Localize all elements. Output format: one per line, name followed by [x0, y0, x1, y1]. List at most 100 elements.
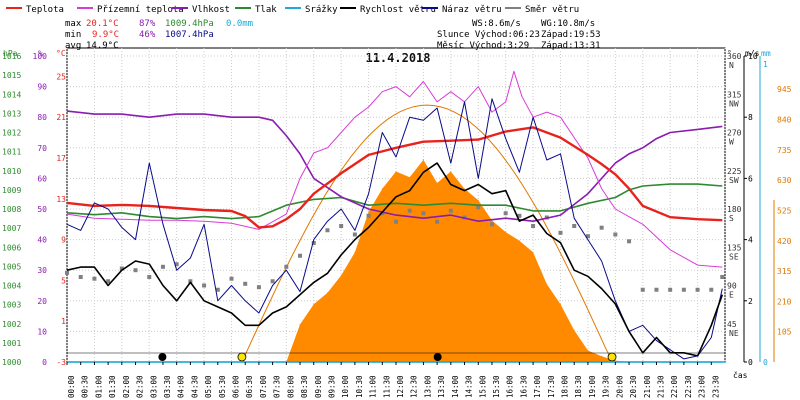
- wind-direction-point: [558, 230, 563, 235]
- hpa-tick-label: 1014: [2, 90, 21, 99]
- wind-direction-point: [695, 287, 700, 292]
- wind-direction-point: [325, 228, 330, 233]
- x-tick-label: 03:00: [149, 375, 158, 398]
- wind-direction-point: [339, 224, 344, 228]
- x-tick-label: 12:30: [410, 375, 419, 398]
- wind-direction-point: [243, 281, 248, 286]
- wind-direction-point: [572, 224, 577, 228]
- x-tick-label: 08:30: [300, 375, 309, 398]
- stat-wg: WG:10.8m/s: [541, 19, 595, 29]
- x-tick-label: 20:30: [629, 375, 638, 398]
- deg-tick-dir: S: [729, 214, 734, 223]
- hpa-tick-label: 1008: [2, 205, 21, 214]
- x-tick-label: 23:30: [711, 375, 720, 398]
- wind-direction-point: [270, 279, 275, 284]
- wind-direction-point: [407, 208, 412, 213]
- pct-tick-label: 100: [33, 52, 48, 61]
- hpa-tick-label: 1011: [2, 148, 21, 157]
- hpa-tick-label: 1001: [2, 339, 21, 348]
- x-tick-label: 12:00: [396, 375, 405, 398]
- pct-tick-label: 90: [37, 83, 47, 92]
- legend-label: Srážky: [305, 5, 338, 15]
- stat-max-label: max: [65, 19, 82, 29]
- x-tick-label: 03:30: [163, 375, 172, 398]
- legend-label: Tlak: [255, 5, 277, 15]
- mm-tick-label: 1: [763, 60, 768, 69]
- temperature-line: [66, 126, 723, 229]
- wind-direction-point: [476, 205, 481, 210]
- wm2-tick-label: 315: [777, 267, 792, 276]
- pct-tick-label: 0: [42, 358, 47, 367]
- sunrise-marker: [237, 352, 247, 362]
- solar-point: [381, 188, 383, 190]
- stat-min-label: min: [65, 30, 81, 40]
- wind-direction-point: [92, 276, 97, 281]
- pressure-line: [66, 183, 723, 220]
- wind-direction-point: [489, 222, 494, 227]
- wind-direction-point: [147, 275, 152, 279]
- mm-axis-unit: mm: [761, 49, 771, 58]
- x-tick-label: 16:30: [519, 375, 528, 398]
- deg-tick-label: 45: [727, 320, 737, 329]
- stat-ws: WS:8.6m/s: [472, 19, 521, 29]
- x-tick-label: 09:30: [327, 375, 336, 398]
- stats-panel: max 20.1°C 87% 1009.4hPa 0.0mm min 9.9°C…: [65, 19, 601, 51]
- wind-direction-point: [627, 239, 632, 244]
- wind-speed-line: [66, 162, 724, 357]
- stat-avg-label: avg: [65, 41, 81, 51]
- wind-direction-point: [119, 266, 124, 271]
- deg-tick-label: 225: [727, 167, 742, 176]
- wm2-tick-label: 105: [777, 328, 792, 337]
- pct-tick-label: 10: [37, 327, 47, 336]
- x-tick-label: 06:30: [245, 375, 254, 398]
- chart-title: 11.4.2018: [365, 51, 430, 65]
- wm2-tick-label: 420: [777, 237, 792, 246]
- wm2-tick-label: 525: [777, 206, 792, 215]
- stat-max-temp: 20.1°C: [86, 19, 119, 29]
- stat-moon-set: Západ:13:31: [541, 41, 601, 51]
- solar-point: [560, 303, 561, 305]
- hpa-tick-label: 1005: [2, 262, 21, 271]
- deg-tick-label: 360: [727, 52, 742, 61]
- x-tick-label: 00:00: [67, 375, 76, 398]
- deg-tick-dir: NE: [729, 329, 739, 338]
- x-tick-label: 01:30: [108, 375, 117, 398]
- temp-tick-label: -3: [56, 358, 66, 367]
- x-tick-label: 10:00: [341, 375, 350, 398]
- x-tick-label: 14:30: [465, 375, 474, 398]
- x-tick-label: 02:00: [122, 375, 131, 398]
- solar-point: [518, 240, 520, 242]
- ms-tick-label: 6: [748, 174, 753, 183]
- hpa-tick-label: 1015: [2, 71, 21, 80]
- solar-point: [368, 211, 370, 213]
- wind-direction-point: [394, 219, 398, 224]
- wind-direction-point: [106, 279, 111, 284]
- x-tick-label: 11:00: [369, 375, 378, 398]
- wm2-tick-label: 210: [777, 297, 792, 306]
- hpa-axis-unit: hPa: [3, 49, 18, 58]
- deg-tick-dir: E: [729, 291, 734, 300]
- x-tick-label: 04:30: [190, 375, 199, 398]
- wind-direction-point: [65, 270, 69, 275]
- x-tick-label: 15:30: [492, 375, 501, 398]
- wind-direction-point: [435, 219, 440, 224]
- temp-tick-label: 17: [56, 154, 66, 163]
- solar-point: [436, 182, 438, 184]
- wm2-tick-label: 945: [777, 85, 792, 94]
- hpa-tick-label: 1003: [2, 301, 21, 310]
- legend-label: Teplota: [26, 5, 64, 15]
- wind-direction-point: [202, 283, 207, 288]
- deg-tick-label: 135: [727, 243, 742, 252]
- hpa-tick-label: 1000: [2, 358, 21, 367]
- wind-direction-point: [599, 225, 604, 230]
- hpa-tick-label: 1013: [2, 109, 21, 118]
- x-tick-label: 07:00: [259, 375, 268, 398]
- deg-tick-label: 90: [727, 282, 737, 291]
- pct-tick-label: 80: [37, 113, 47, 122]
- moonset-marker: [433, 353, 442, 361]
- legend-label: Náraz větru: [442, 5, 502, 15]
- pct-tick-label: 30: [37, 266, 47, 275]
- x-tick-label: 14:00: [451, 375, 460, 398]
- pct-tick-label: 60: [37, 174, 47, 183]
- wind-direction-point: [503, 211, 508, 216]
